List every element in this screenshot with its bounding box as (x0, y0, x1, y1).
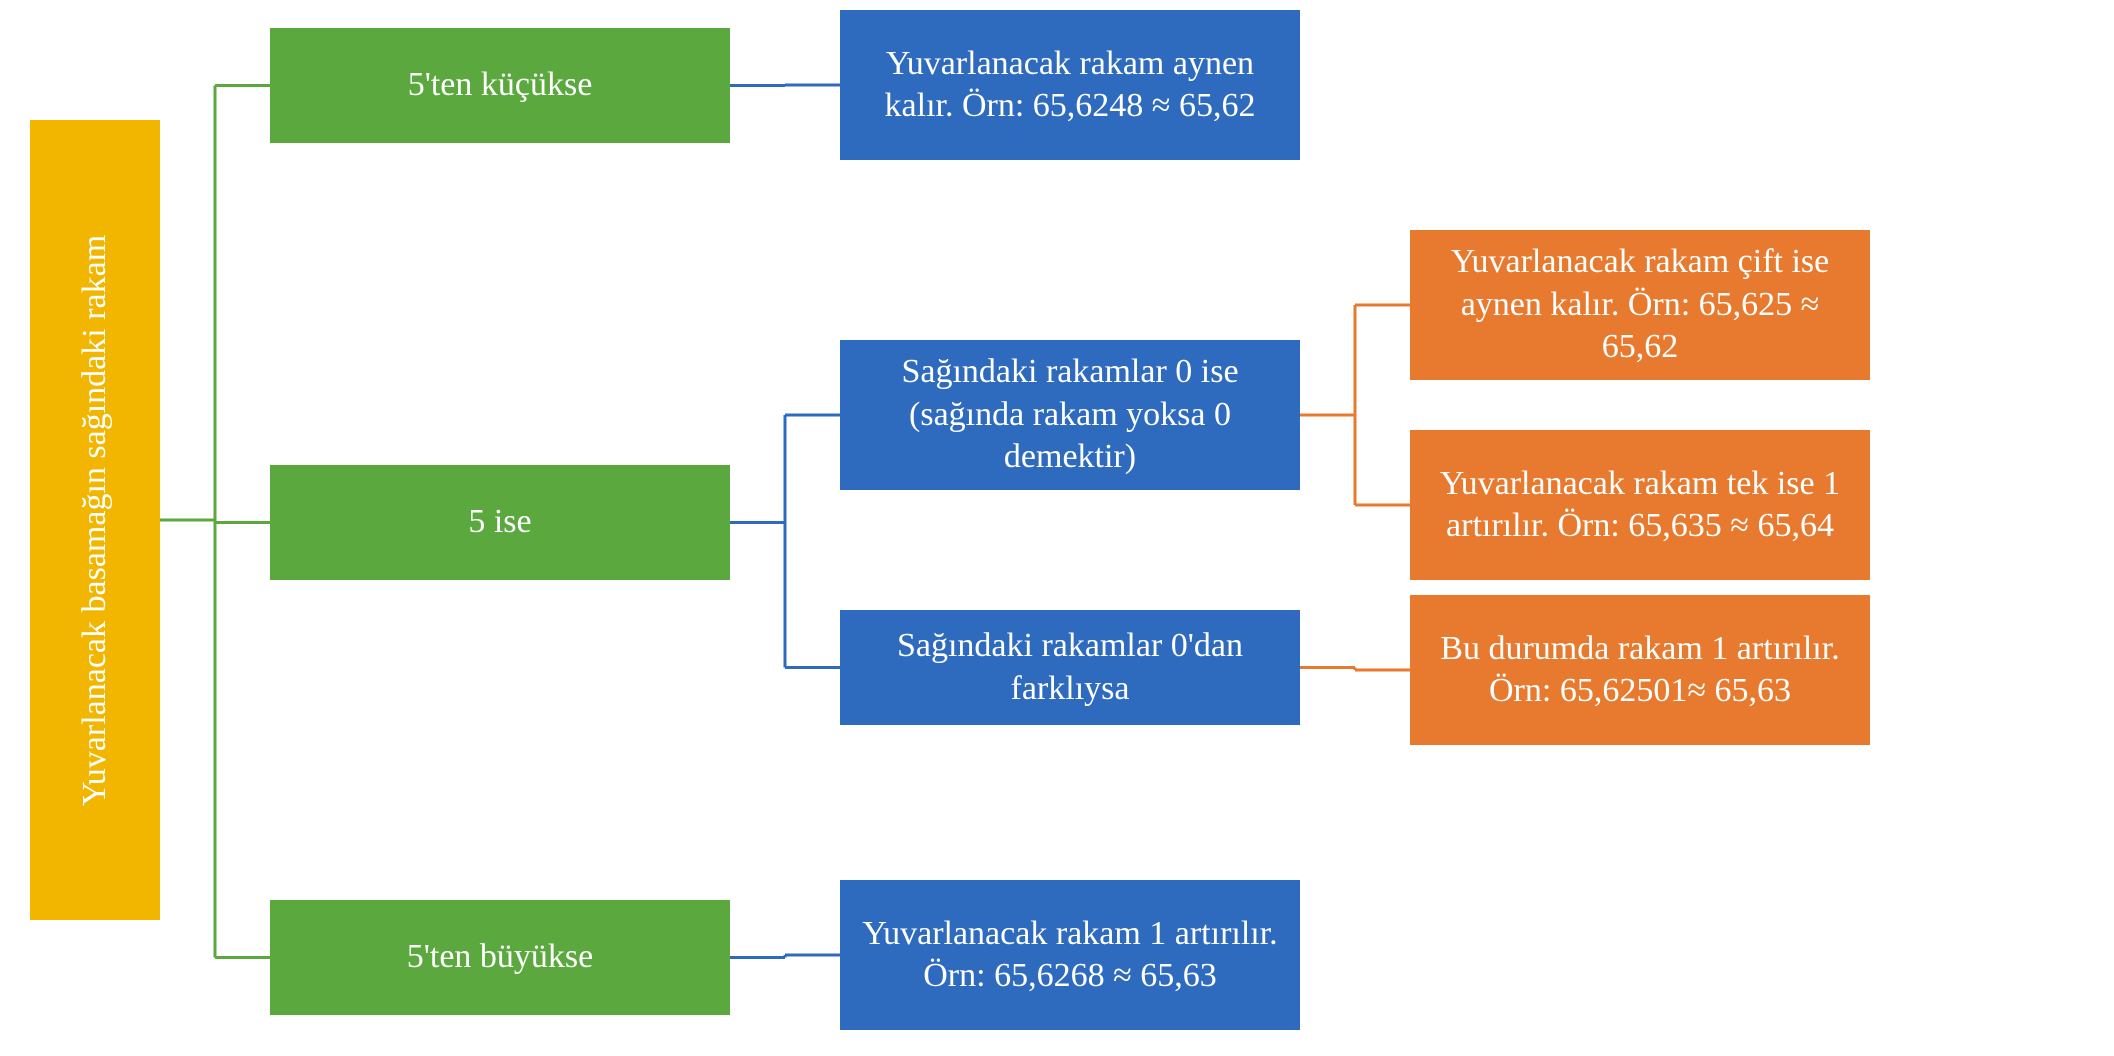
branch-equals-5-label: 5 ise (468, 501, 531, 544)
branch-less-than-5-label: 5'ten küçükse (408, 64, 593, 107)
root-node: Yuvarlanacak basamağın sağındaki rakam (30, 120, 160, 920)
diagram-canvas: Yuvarlanacak basamağın sağındaki rakam 5… (0, 0, 2114, 1056)
branch-greater-than-5-label: 5'ten büyükse (407, 936, 594, 979)
outcome-odd-increment: Yuvarlanacak rakam tek ise 1 artırılır. … (1410, 430, 1870, 580)
outcome-even-keep-label: Yuvarlanacak rakam çift ise aynen kalır.… (1424, 241, 1856, 369)
outcome-nonzero-increment: Bu durumda rakam 1 artırılır. Örn: 65,62… (1410, 595, 1870, 745)
rule-right-digits-nonzero-label: Sağındaki rakamlar 0'dan farklıysa (854, 625, 1286, 710)
branch-equals-5: 5 ise (270, 465, 730, 580)
rule-increment-label: Yuvarlanacak rakam 1 artırılır. Örn: 65,… (854, 913, 1286, 998)
outcome-nonzero-increment-label: Bu durumda rakam 1 artırılır. Örn: 65,62… (1424, 628, 1856, 713)
rule-keep-same-label: Yuvarlanacak rakam aynen kalır. Örn: 65,… (854, 43, 1286, 128)
branch-less-than-5: 5'ten küçükse (270, 28, 730, 143)
outcome-odd-increment-label: Yuvarlanacak rakam tek ise 1 artırılır. … (1424, 463, 1856, 548)
branch-greater-than-5: 5'ten büyükse (270, 900, 730, 1015)
rule-keep-same: Yuvarlanacak rakam aynen kalır. Örn: 65,… (840, 10, 1300, 160)
rule-right-digits-zero-label: Sağındaki rakamlar 0 ise (sağında rakam … (854, 351, 1286, 479)
rule-increment: Yuvarlanacak rakam 1 artırılır. Örn: 65,… (840, 880, 1300, 1030)
rule-right-digits-nonzero: Sağındaki rakamlar 0'dan farklıysa (840, 610, 1300, 725)
root-label: Yuvarlanacak basamağın sağındaki rakam (74, 234, 117, 805)
rule-right-digits-zero: Sağındaki rakamlar 0 ise (sağında rakam … (840, 340, 1300, 490)
outcome-even-keep: Yuvarlanacak rakam çift ise aynen kalır.… (1410, 230, 1870, 380)
